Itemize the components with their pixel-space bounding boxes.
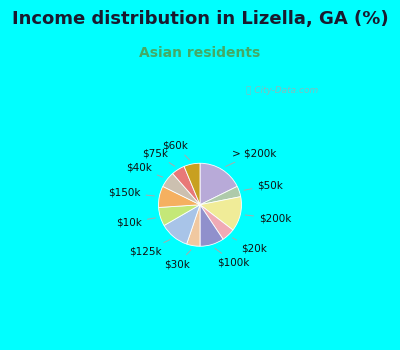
Text: $30k: $30k xyxy=(164,250,191,270)
Text: $100k: $100k xyxy=(215,248,250,268)
Text: $200k: $200k xyxy=(245,214,291,224)
Text: $125k: $125k xyxy=(129,240,170,257)
Text: ⓘ City-Data.com: ⓘ City-Data.com xyxy=(246,86,318,94)
Text: $150k: $150k xyxy=(108,188,154,198)
Wedge shape xyxy=(200,163,237,205)
Text: $40k: $40k xyxy=(126,163,163,177)
Text: Asian residents: Asian residents xyxy=(139,46,261,60)
Text: > $200k: > $200k xyxy=(226,148,276,167)
Wedge shape xyxy=(163,174,200,205)
Text: $20k: $20k xyxy=(232,238,267,254)
Wedge shape xyxy=(200,205,233,239)
Wedge shape xyxy=(158,187,200,208)
Text: Income distribution in Lizella, GA (%): Income distribution in Lizella, GA (%) xyxy=(12,10,388,28)
Text: $10k: $10k xyxy=(116,217,156,228)
Text: $50k: $50k xyxy=(244,180,283,190)
Text: $60k: $60k xyxy=(162,140,190,160)
Wedge shape xyxy=(200,187,241,205)
Wedge shape xyxy=(187,205,200,246)
Wedge shape xyxy=(173,166,200,205)
Text: $75k: $75k xyxy=(142,148,175,166)
Wedge shape xyxy=(164,205,200,244)
Wedge shape xyxy=(200,205,223,246)
Wedge shape xyxy=(200,197,242,230)
Wedge shape xyxy=(184,163,200,205)
Wedge shape xyxy=(158,205,200,225)
